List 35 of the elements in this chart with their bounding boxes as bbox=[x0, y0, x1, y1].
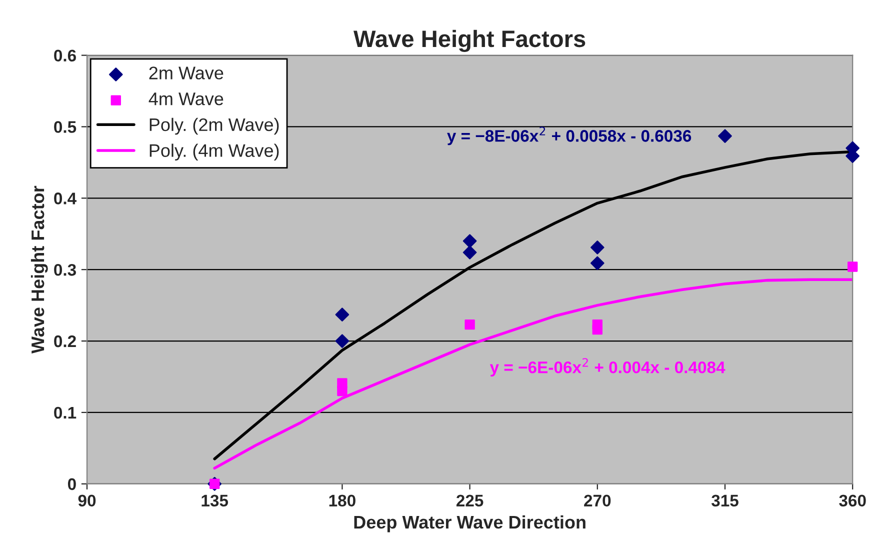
point bbox=[592, 324, 602, 335]
y-tick-label: 0.3 bbox=[54, 264, 76, 276]
chart-title: Wave Height Factors bbox=[354, 30, 586, 52]
point bbox=[462, 246, 477, 260]
y-tick-label: 0.1 bbox=[54, 406, 76, 419]
point bbox=[335, 334, 350, 348]
point bbox=[590, 256, 604, 270]
legend-label: 2m Wave bbox=[149, 66, 224, 80]
x-tick-label: 90 bbox=[78, 494, 96, 507]
x-tick-label: 315 bbox=[711, 494, 738, 507]
point bbox=[590, 240, 604, 254]
line-series bbox=[213, 278, 853, 470]
x-tick-label: 135 bbox=[202, 494, 228, 507]
point bbox=[337, 386, 348, 396]
x-tick-label: 180 bbox=[329, 494, 356, 507]
y-tick-label: 0.2 bbox=[54, 335, 76, 348]
legend-label: Poly. (4m Wave) bbox=[150, 144, 279, 161]
annotation: y = −8E-06x$^{2}$ + 0.0058x - 0.6036 bbox=[447, 126, 692, 146]
x-tick-label: 360 bbox=[839, 494, 866, 507]
point bbox=[848, 262, 858, 272]
x-tick-label: 225 bbox=[456, 494, 484, 507]
y-tick-label: 0 bbox=[68, 478, 76, 490]
legend-label: 4m Wave bbox=[148, 92, 224, 106]
y-axis-title: Wave Height Factor bbox=[30, 186, 48, 354]
x-axis-title: Deep Water Wave Direction bbox=[354, 515, 586, 532]
annotation: y = −6E-06x$^{2}$ + 0.004x - 0.4084 bbox=[490, 358, 726, 377]
y-tick-label: 0.4 bbox=[54, 192, 76, 204]
y-tick-label: 0.5 bbox=[54, 121, 76, 133]
y-tick-label: 0.6 bbox=[54, 50, 76, 62]
legend-label: Poly. (2m Wave) bbox=[150, 118, 279, 135]
point bbox=[718, 129, 732, 143]
point bbox=[464, 320, 475, 330]
point bbox=[335, 308, 350, 322]
x-tick-label: 270 bbox=[584, 494, 611, 507]
point bbox=[462, 234, 477, 248]
